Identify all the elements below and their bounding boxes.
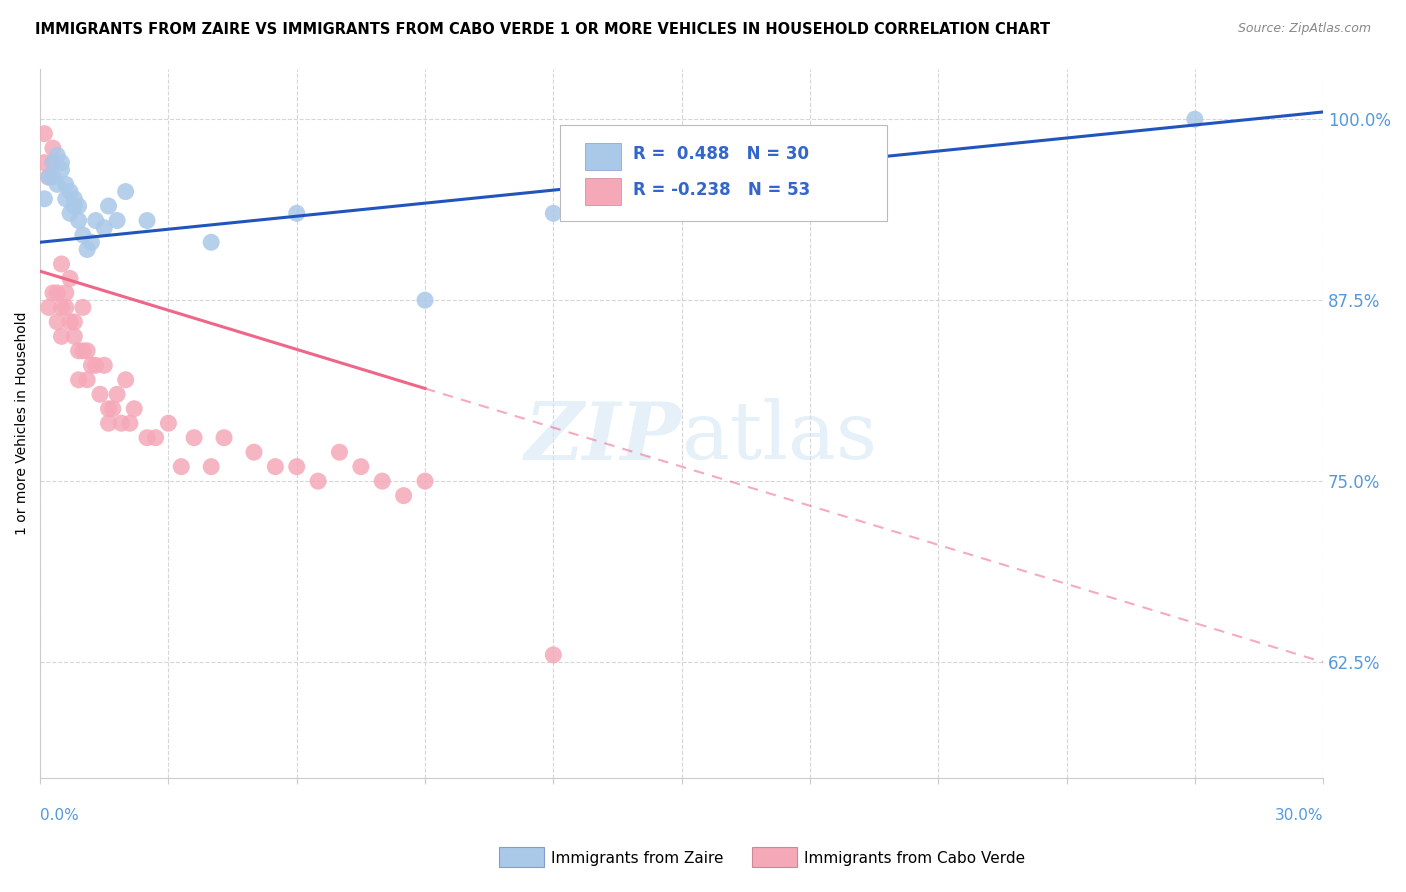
Point	[170, 459, 193, 474]
Point	[84, 213, 107, 227]
Point	[38, 170, 60, 185]
Point	[55, 285, 77, 300]
Point	[72, 343, 94, 358]
Point	[114, 373, 136, 387]
Point	[67, 199, 90, 213]
Point	[285, 206, 308, 220]
Point	[63, 315, 86, 329]
Point	[76, 373, 98, 387]
Point	[105, 387, 128, 401]
Point	[55, 192, 77, 206]
Point	[42, 141, 65, 155]
Point	[97, 416, 120, 430]
Point	[93, 220, 115, 235]
Point	[157, 416, 180, 430]
Point	[392, 489, 415, 503]
Point	[89, 387, 111, 401]
Point	[72, 227, 94, 242]
Point	[38, 301, 60, 315]
Point	[76, 243, 98, 257]
Point	[145, 431, 167, 445]
Point	[183, 431, 205, 445]
Point	[76, 343, 98, 358]
Point	[42, 285, 65, 300]
Point	[101, 401, 124, 416]
Point	[51, 162, 73, 177]
Bar	[585, 143, 621, 170]
Point	[42, 170, 65, 185]
Point	[200, 459, 222, 474]
Point	[1184, 112, 1206, 127]
Point	[350, 459, 373, 474]
Point	[42, 155, 65, 169]
Point	[59, 185, 82, 199]
Point	[46, 178, 69, 192]
Point	[136, 213, 159, 227]
Point	[80, 235, 103, 250]
Point	[264, 459, 287, 474]
Point	[212, 431, 235, 445]
Point	[84, 359, 107, 373]
Point	[413, 293, 436, 308]
Point	[46, 285, 69, 300]
Point	[34, 192, 56, 206]
Text: R =  0.488   N = 30: R = 0.488 N = 30	[633, 145, 808, 163]
Point	[97, 199, 120, 213]
Point	[67, 373, 90, 387]
Point	[59, 206, 82, 220]
Point	[110, 416, 132, 430]
Point	[72, 301, 94, 315]
Point	[63, 329, 86, 343]
Point	[93, 359, 115, 373]
Point	[46, 148, 69, 162]
Point	[543, 648, 565, 662]
Point	[80, 359, 103, 373]
Point	[97, 401, 120, 416]
Text: Immigrants from Zaire: Immigrants from Zaire	[551, 851, 724, 865]
Point	[67, 213, 90, 227]
Point	[59, 271, 82, 285]
Point	[34, 127, 56, 141]
Point	[38, 170, 60, 185]
Point	[63, 199, 86, 213]
Point	[105, 213, 128, 227]
Point	[51, 329, 73, 343]
Point	[328, 445, 350, 459]
Point	[42, 155, 65, 169]
Point	[371, 474, 394, 488]
FancyBboxPatch shape	[560, 125, 887, 221]
Point	[51, 301, 73, 315]
Text: 0.0%: 0.0%	[41, 808, 79, 823]
Point	[55, 301, 77, 315]
Text: Immigrants from Cabo Verde: Immigrants from Cabo Verde	[804, 851, 1025, 865]
Point	[55, 178, 77, 192]
Text: IMMIGRANTS FROM ZAIRE VS IMMIGRANTS FROM CABO VERDE 1 OR MORE VEHICLES IN HOUSEH: IMMIGRANTS FROM ZAIRE VS IMMIGRANTS FROM…	[35, 22, 1050, 37]
Point	[63, 192, 86, 206]
Text: ZIP: ZIP	[524, 399, 682, 476]
Point	[51, 257, 73, 271]
Text: atlas: atlas	[682, 399, 877, 476]
Y-axis label: 1 or more Vehicles in Household: 1 or more Vehicles in Household	[15, 311, 30, 535]
Point	[51, 155, 73, 169]
Point	[285, 459, 308, 474]
Point	[114, 185, 136, 199]
Point	[200, 235, 222, 250]
Point	[118, 416, 141, 430]
Point	[543, 206, 565, 220]
Point	[136, 431, 159, 445]
Text: Source: ZipAtlas.com: Source: ZipAtlas.com	[1237, 22, 1371, 36]
Point	[122, 401, 145, 416]
Point	[34, 155, 56, 169]
Text: 30.0%: 30.0%	[1275, 808, 1323, 823]
Point	[307, 474, 329, 488]
Point	[67, 343, 90, 358]
Point	[46, 315, 69, 329]
Point	[59, 315, 82, 329]
Text: R = -0.238   N = 53: R = -0.238 N = 53	[633, 180, 810, 199]
Point	[243, 445, 266, 459]
Point	[413, 474, 436, 488]
Bar	[585, 178, 621, 205]
